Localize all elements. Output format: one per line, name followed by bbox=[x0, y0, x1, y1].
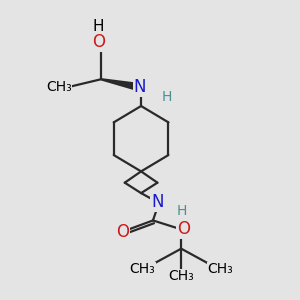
Text: H: H bbox=[177, 204, 187, 218]
Text: N: N bbox=[133, 78, 146, 96]
Text: CH₃: CH₃ bbox=[168, 269, 194, 283]
Text: O: O bbox=[92, 33, 105, 51]
Text: H: H bbox=[93, 19, 104, 34]
Polygon shape bbox=[101, 78, 142, 92]
Text: CH₃: CH₃ bbox=[129, 262, 155, 277]
Text: O: O bbox=[116, 223, 129, 241]
Text: H: H bbox=[161, 90, 172, 104]
Text: O: O bbox=[177, 220, 190, 238]
Text: N: N bbox=[151, 193, 164, 211]
Text: CH₃: CH₃ bbox=[46, 80, 72, 94]
Text: CH₃: CH₃ bbox=[208, 262, 233, 277]
